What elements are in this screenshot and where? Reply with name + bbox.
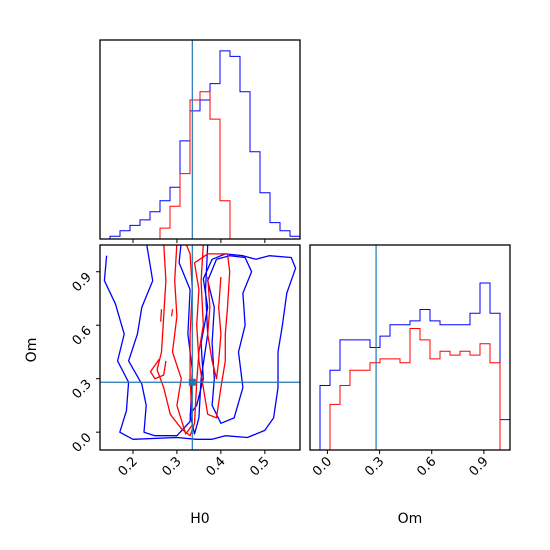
contour-run-a-0 [127, 245, 193, 437]
om-marginal-panel [309, 244, 511, 454]
tick-labels: 0.2 0.3 0.4 0.5 0.0 0.3 0.6 0.9 0.0 0.3 0.6 0.9 [70, 270, 492, 480]
y-axis-label-om: Om [24, 338, 40, 363]
contour-run-b-1 [156, 245, 204, 437]
truth-crosshair [100, 245, 300, 450]
om-marginal-frame [309, 244, 511, 451]
contour-run-a-1 [103, 245, 297, 440]
h0-tick-label-0.3: 0.3 [159, 454, 184, 479]
contour-run-a-2 [207, 255, 253, 424]
h0-marginal-panel [99, 39, 301, 243]
om-marginal-ticks [326, 450, 485, 454]
om-x-tick-label-0.6: 0.6 [414, 454, 439, 479]
joint-h0-om-panel [96, 244, 301, 454]
h0-marginal-frame [99, 39, 301, 240]
contour-run-b-4 [149, 358, 167, 380]
h0-marginal-ticks [132, 239, 266, 243]
om-y-tick-label-0.9: 0.9 [70, 270, 95, 295]
x-axis-label-h0: H0 [190, 511, 209, 527]
joint-panel-frame [99, 244, 301, 451]
joint-panel-ticks [96, 271, 266, 454]
om-x-tick-label-0.0: 0.0 [310, 454, 335, 479]
h0-tick-label-0.4: 0.4 [203, 454, 228, 479]
om-y-tick-label-0.3: 0.3 [70, 377, 95, 402]
contour-run-b-5 [160, 309, 163, 322]
x-axis-label-om: Om [398, 511, 423, 527]
om-histogram-run-b [310, 328, 510, 451]
om-histogram-run-a [310, 282, 511, 451]
om-hist-run-b-line [310, 328, 510, 451]
om-x-tick-label-0.9: 0.9 [466, 454, 491, 479]
h0-histogram-run-a [100, 50, 301, 240]
contour-run-b-2 [193, 253, 231, 419]
h0-tick-label-0.2: 0.2 [116, 454, 141, 479]
om-y-tick-label-0.6: 0.6 [70, 323, 95, 348]
contour-run-b-6 [170, 309, 174, 317]
om-x-tick-label-0.3: 0.3 [362, 454, 387, 479]
h0-hist-run-a-line [100, 50, 301, 240]
contour-run-b-3 [207, 277, 222, 380]
h0-tick-label-0.5: 0.5 [247, 454, 272, 479]
contours-run-a [103, 245, 297, 440]
contours-run-b [149, 245, 231, 437]
truth-marker [188, 378, 196, 386]
om-y-tick-label-0.0: 0.0 [70, 430, 95, 455]
om-hist-run-a-line [310, 282, 511, 451]
